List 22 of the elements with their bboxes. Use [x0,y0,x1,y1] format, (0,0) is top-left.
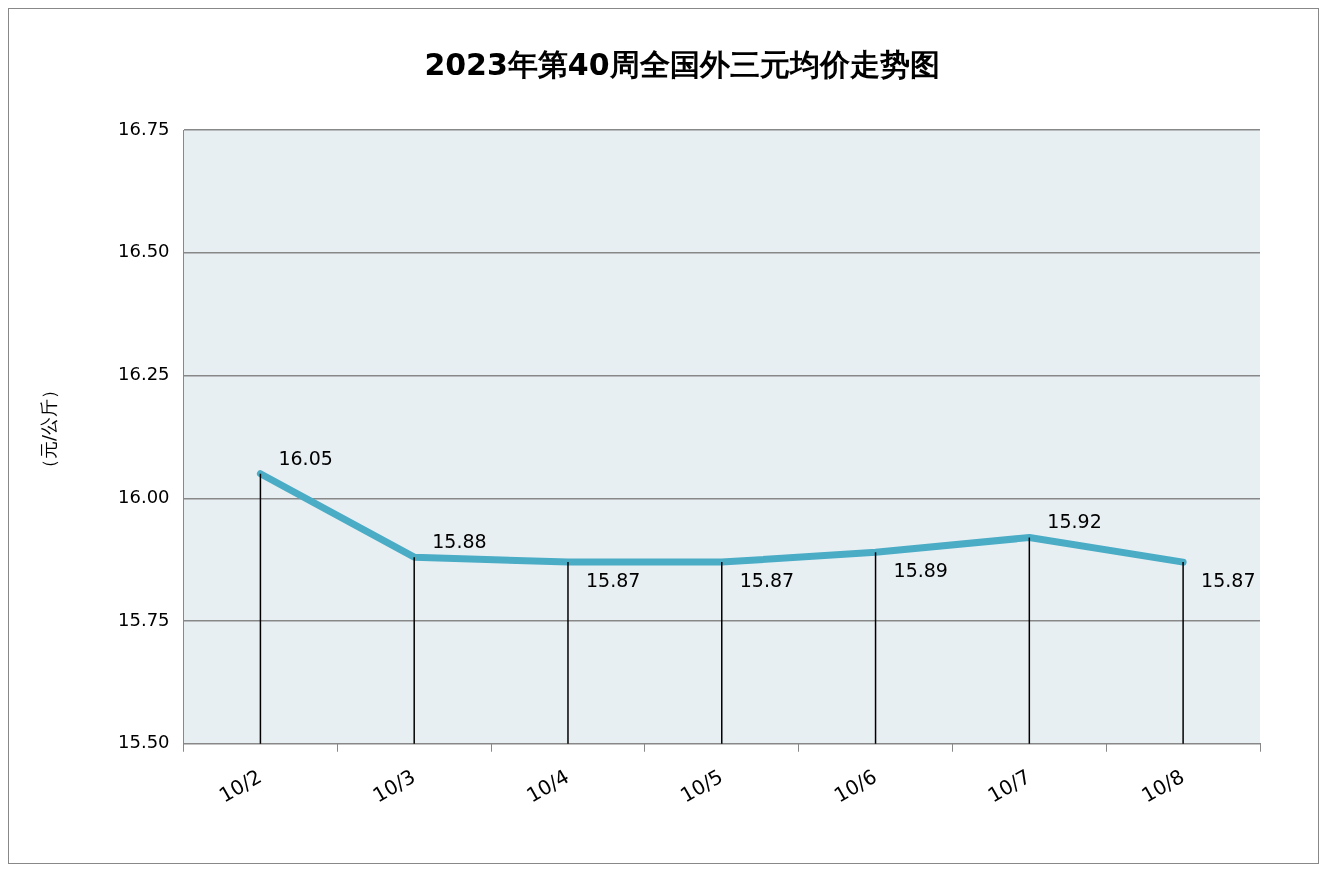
chart-title: 2023年第40周全国外三元均价走势图 [424,46,940,82]
data-label: 15.87 [585,569,641,592]
data-label: 15.87 [739,569,795,592]
x-tick-label: 10/4 [522,764,574,808]
y-tick-label: 16.50 [118,240,170,262]
y-tick-label: 15.75 [118,608,170,630]
y-tick-label: 16.25 [118,363,170,385]
y-tick-label: 15.50 [118,731,170,753]
data-label: 15.87 [1201,569,1256,592]
x-tick-label: 10/3 [368,764,420,808]
x-tick-label: 10/2 [214,764,266,808]
y-tick-label: 16.00 [118,485,170,507]
x-tick-label: 10/5 [675,764,727,808]
data-label: 15.92 [1047,510,1102,533]
data-label: 15.88 [432,530,487,553]
y-axis-title: （元/公斤） [37,379,60,480]
data-label: 15.89 [893,559,948,582]
x-tick-label: 10/8 [1137,764,1189,808]
x-tick-label: 10/7 [983,764,1035,808]
data-label: 16.05 [278,446,333,469]
y-tick-label: 16.75 [118,117,170,139]
x-tick-label: 10/6 [829,764,881,808]
